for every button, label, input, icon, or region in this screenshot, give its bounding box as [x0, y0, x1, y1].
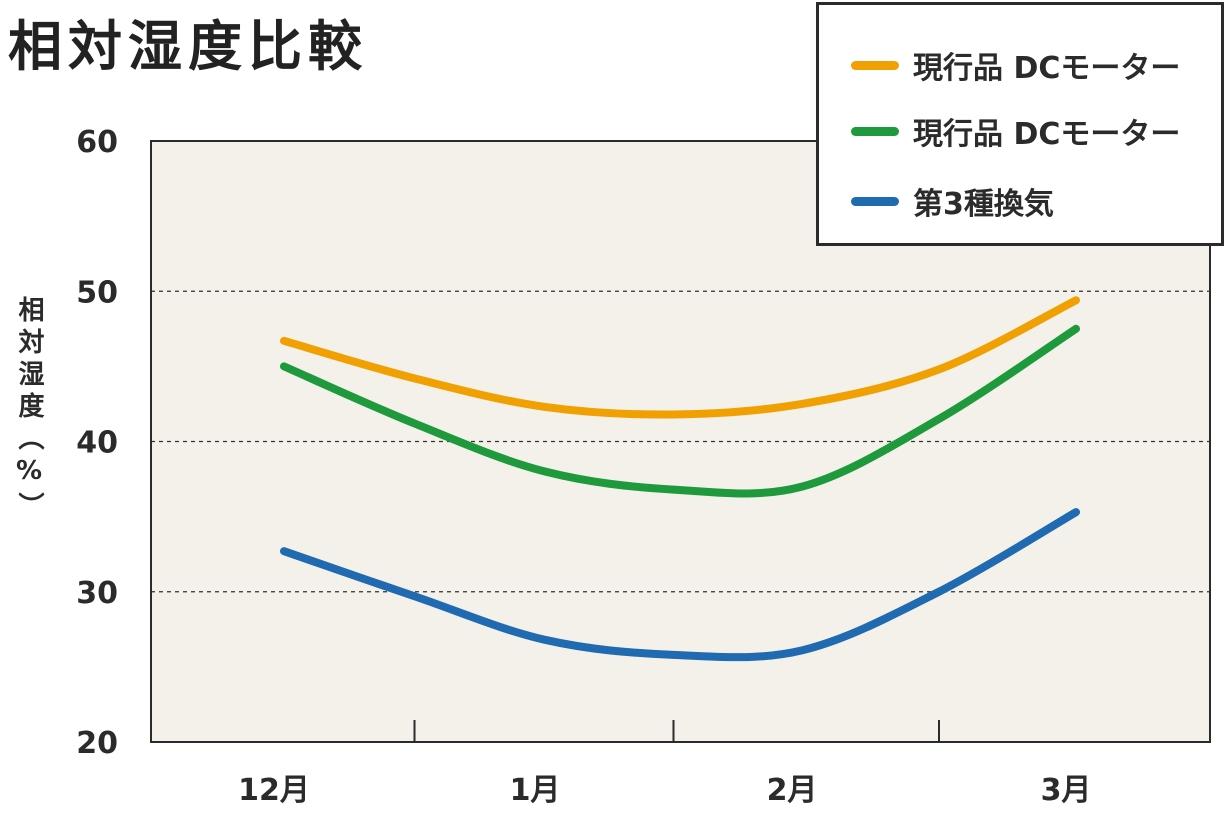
series-lines — [280, 296, 1080, 662]
grid-lines — [151, 290, 1210, 593]
tick-labels: 20 30 40 50 60 12月 1月 2月 3月 — [76, 125, 1091, 808]
y-tick-label: 40 — [76, 426, 118, 461]
legend-item: 現行品 DCモーター — [851, 111, 1181, 152]
x-tick-label: 1月 — [510, 773, 561, 808]
legend: 現行品 DCモーター 現行品 DCモーター 第3種換気 — [816, 2, 1224, 246]
y-tick-label: 30 — [76, 576, 118, 611]
y-tick-label: 50 — [76, 275, 118, 310]
y-tick-label: 20 — [76, 726, 118, 761]
series-line-1 — [280, 324, 1080, 498]
legend-label: 現行品 DCモーター — [913, 51, 1181, 86]
legend-swatch-blue — [851, 196, 899, 206]
legend-label: 現行品 DCモーター — [913, 117, 1181, 152]
series-line-0 — [280, 296, 1080, 419]
y-tick-label: 60 — [76, 125, 118, 160]
chart-title: 相対湿度比較 — [8, 15, 368, 78]
x-tick-label: 2月 — [767, 773, 818, 808]
legend-label: 第3種換気 — [913, 187, 1054, 222]
x-ticks — [413, 720, 940, 742]
series-line-2 — [280, 508, 1080, 662]
legend-item: 第3種換気 — [851, 181, 1054, 222]
x-tick-label: 12月 — [238, 773, 310, 808]
y-axis-label: 相対湿度（%） — [14, 296, 44, 524]
legend-swatch-orange — [851, 60, 899, 70]
legend-item: 現行品 DCモーター — [851, 45, 1181, 86]
legend-swatch-green — [851, 126, 899, 136]
x-tick-label: 3月 — [1041, 773, 1092, 808]
